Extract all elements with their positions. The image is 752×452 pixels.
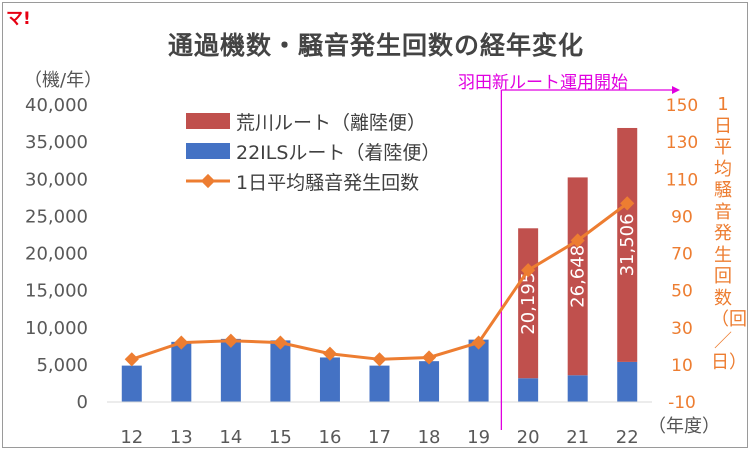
left-tick-label: 10,000 [25, 318, 88, 339]
right-tick-label: 10 [671, 356, 693, 376]
x-axis-unit: （年度） [648, 416, 720, 437]
x-tick-label: 16 [319, 427, 342, 448]
legend-item-arakawa: 荒川ルート（離陸便） [186, 106, 440, 136]
bar-22ils [220, 338, 241, 402]
bar-22ils [617, 361, 638, 402]
bar-arakawa [617, 127, 638, 362]
bar-value-label: 31,506 [617, 213, 638, 276]
bar-22ils [369, 365, 390, 402]
x-tick-label: 12 [120, 427, 143, 448]
x-tick-label: 21 [566, 427, 589, 448]
route-start-arrow-head [672, 86, 680, 94]
legend-item-22ils: 22ILSルート（着陸便） [186, 136, 440, 166]
left-tick-label: 5,000 [36, 355, 88, 376]
left-tick-label: 40,000 [25, 95, 88, 116]
right-tick-label: 90 [671, 207, 693, 227]
noise-point [174, 335, 189, 350]
x-tick-label: 17 [368, 427, 391, 448]
right-tick-label: 70 [671, 245, 693, 265]
left-tick-label: 30,000 [25, 169, 88, 190]
noise-line [131, 202, 629, 361]
right-tick-label: -10 [668, 393, 696, 413]
bar-22ils [419, 361, 440, 402]
x-tick-label: 13 [170, 427, 193, 448]
legend-label-arakawa: 荒川ルート（離陸便） [236, 111, 427, 134]
noise-point [322, 346, 338, 361]
noise-point [273, 335, 288, 350]
right-tick-label: 150 [666, 96, 698, 116]
right-tick-label: 130 [666, 133, 698, 153]
brand-logo: マ! [6, 9, 31, 29]
legend-swatch-22ils [186, 143, 230, 159]
bar-value-label: 20,195 [518, 272, 539, 335]
bar-22ils [270, 340, 291, 402]
left-tick-label: 35,000 [25, 132, 88, 153]
x-tick-label: 15 [269, 427, 292, 448]
bar-22ils [468, 339, 489, 402]
x-tick-label: 18 [418, 427, 441, 448]
x-tick-label: 14 [219, 427, 242, 448]
legend-line-noise [186, 173, 230, 189]
bar-22ils [567, 375, 588, 402]
noise-point [223, 333, 238, 348]
legend-label-22ils: 22ILSルート（着陸便） [236, 141, 441, 164]
left-axis-unit: （機/年） [24, 70, 103, 91]
noise-point [124, 352, 139, 367]
x-tick-label: 20 [517, 427, 540, 448]
bar-22ils [518, 378, 539, 402]
legend-item-noise: 1日平均騒音発生回数 [186, 166, 440, 196]
left-tick-label: 15,000 [25, 281, 88, 302]
route-start-annotation: 羽田新ルート運用開始 [458, 73, 628, 93]
noise-point [372, 352, 387, 367]
noise-point [620, 196, 635, 211]
noise-point [471, 335, 486, 350]
right-tick-label: 50 [671, 282, 693, 302]
left-tick-label: 20,000 [25, 244, 88, 265]
legend-swatch-arakawa [186, 113, 230, 129]
x-tick-label: 22 [616, 427, 639, 448]
bar-22ils [121, 365, 142, 402]
right-tick-label: 110 [666, 170, 698, 190]
bar-22ils [171, 341, 192, 402]
legend: 荒川ルート（離陸便） 22ILSルート（着陸便） 1日平均騒音発生回数 [186, 106, 440, 196]
noise-point [521, 263, 536, 278]
chart-title: 通過機数・騒音発生回数の経年変化 [167, 31, 584, 60]
noise-point [570, 233, 585, 248]
x-tick-label: 19 [467, 427, 490, 448]
left-tick-label: 0 [77, 392, 88, 413]
right-tick-label: 30 [671, 319, 693, 339]
left-tick-label: 25,000 [25, 206, 88, 227]
bar-arakawa [567, 177, 588, 376]
bar-22ils [319, 357, 340, 402]
legend-label-noise: 1日平均騒音発生回数 [236, 171, 420, 194]
bar-value-label: 26,648 [568, 245, 589, 308]
noise-point [421, 350, 437, 365]
